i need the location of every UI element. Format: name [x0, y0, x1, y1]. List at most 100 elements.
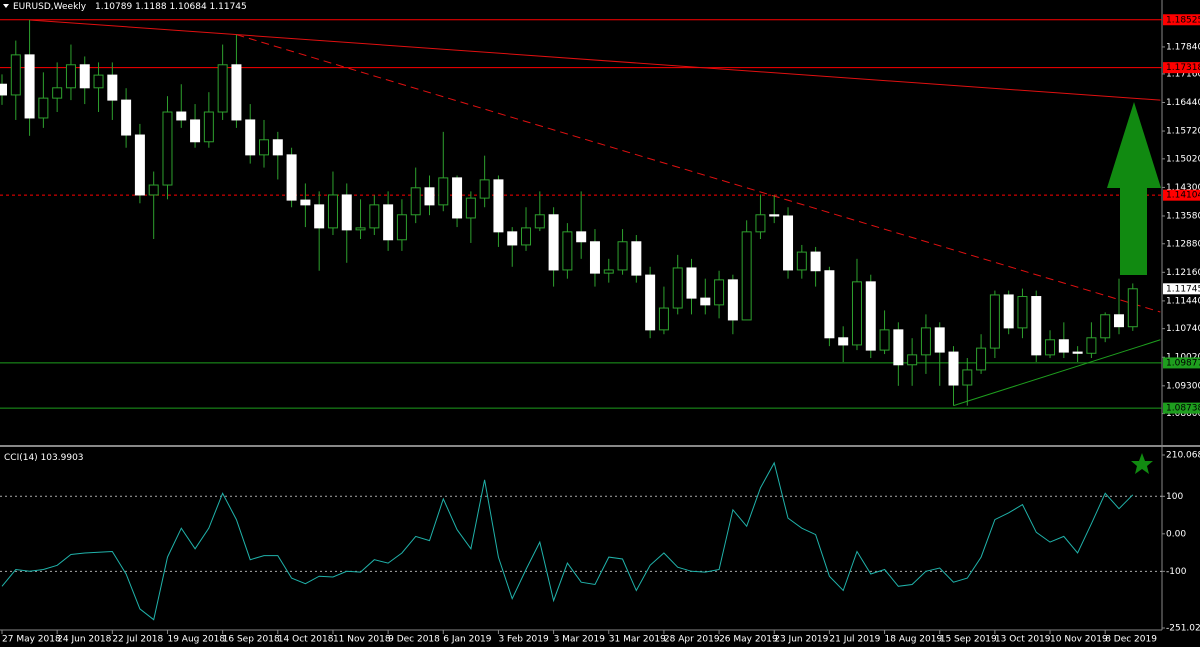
price-line-label: 1.17318	[1166, 63, 1200, 73]
y-tick-label: 1.14300	[1166, 183, 1200, 193]
ohlc-open: 1.10789	[95, 2, 132, 12]
candle-body	[438, 177, 449, 206]
x-tick-label: 24 Jun 2018	[57, 635, 111, 645]
candle-body	[727, 279, 738, 321]
y-tick-label: 1.08600	[1166, 409, 1200, 419]
cci-line	[1, 461, 1134, 621]
candle-body	[507, 231, 518, 246]
candle-body	[410, 187, 421, 216]
x-tick-label: 27 May 2018	[2, 635, 61, 645]
trendline	[29, 19, 1161, 101]
candle-body	[341, 194, 352, 231]
candle-body	[879, 329, 890, 351]
y-tick-label: 210.0683	[1166, 451, 1200, 461]
ohlc-high: 1.1188	[135, 2, 167, 12]
y-tick-label: 100	[1166, 492, 1183, 502]
y-tick-label: 1.12160	[1166, 268, 1200, 278]
candle-body	[714, 279, 725, 306]
candle-body	[314, 204, 325, 229]
price-line-label-bg	[1163, 189, 1200, 201]
candle-body	[810, 251, 821, 272]
x-tick-label: 26 May 2019	[719, 635, 778, 645]
x-tick-label: 28 Apr 2019	[664, 635, 720, 645]
candle-body	[603, 269, 614, 274]
candle-body	[1058, 339, 1069, 353]
candle-body	[645, 274, 656, 331]
current-price-label: 1.11745	[1166, 284, 1200, 294]
menu-triangle[interactable]	[3, 4, 9, 8]
candle-body	[589, 241, 600, 274]
candle-body	[796, 251, 807, 271]
candle-body	[658, 307, 669, 331]
candle-body	[838, 337, 849, 346]
candle-body	[700, 297, 711, 306]
x-tick-label: 31 Mar 2019	[609, 635, 666, 645]
x-tick-label: 11 Nov 2018	[333, 635, 391, 645]
y-tick-label: 1.12880	[1166, 239, 1200, 249]
candle-body	[231, 64, 242, 121]
candle-body	[1031, 296, 1042, 356]
y-tick-label: 1.09300	[1166, 381, 1200, 391]
y-tick-label: 1.16440	[1166, 98, 1200, 108]
candle-body	[203, 111, 214, 143]
x-tick-label: 22 Jul 2018	[112, 635, 163, 645]
plot-layer: 1.17840 1.17160 1.16440 1.15720 1.15020 1.143…	[0, 14, 1200, 645]
y-tick-label: 1.15720	[1166, 127, 1200, 137]
candle-body	[134, 134, 145, 196]
chart-header: EURUSD,Weekly 1.10789 1.1188 1.10684 1.1…	[13, 2, 247, 12]
candle-body	[493, 179, 504, 233]
x-tick-label: 14 Oct 2018	[278, 635, 334, 645]
candle-body	[190, 119, 201, 143]
candle-body	[148, 184, 159, 196]
price-line-label: 1.14104	[1166, 191, 1200, 201]
price-line-label-bg	[1163, 62, 1200, 74]
candle-body	[741, 231, 752, 321]
x-tick-label: 15 Sep 2019	[940, 635, 997, 645]
candle-body	[452, 177, 463, 219]
candle-body	[245, 119, 256, 156]
candle-body	[217, 64, 228, 113]
candle-body	[383, 204, 394, 241]
price-line-label-bg	[1163, 357, 1200, 369]
x-tick-label: 21 Jul 2019	[829, 635, 880, 645]
candle-body	[962, 369, 973, 386]
candle-body	[176, 111, 187, 121]
candle-body	[948, 351, 959, 386]
candle-body	[893, 329, 904, 366]
x-tick-label: 6 Jan 2019	[443, 635, 491, 645]
candle-body	[631, 241, 642, 276]
y-tick-label: 1.11440	[1166, 296, 1200, 306]
candle-body	[355, 227, 366, 231]
cci-header: CCI(14) 103.9903	[4, 453, 84, 463]
candle-body	[576, 231, 587, 243]
price-line-label: 1.08738	[1166, 404, 1200, 414]
candle-body	[783, 215, 794, 271]
candle-body	[465, 197, 476, 219]
candle-body	[259, 139, 270, 156]
x-tick-label: 3 Feb 2019	[498, 635, 549, 645]
candle-body	[1017, 296, 1028, 329]
candle-body	[1072, 351, 1083, 354]
x-tick-label: 16 Sep 2018	[223, 635, 280, 645]
candle-body	[907, 354, 918, 366]
candle-body	[327, 194, 338, 229]
y-tick-label: 1.15020	[1166, 154, 1200, 164]
candle-body	[989, 294, 1000, 349]
candle-body	[1003, 294, 1014, 329]
candle-body	[534, 214, 545, 229]
candle-body	[93, 74, 104, 89]
symbol: EURUSD,Weekly	[13, 2, 87, 12]
candle-body	[369, 204, 380, 229]
current-price-bg	[1163, 283, 1200, 295]
x-tick-label: 19 Aug 2018	[167, 635, 225, 645]
candle-body	[521, 227, 532, 246]
candle-body	[617, 241, 628, 271]
candle-body	[121, 99, 132, 136]
price-line-label-bg	[1163, 402, 1200, 414]
x-tick-label: 18 Aug 2019	[885, 635, 943, 645]
price-line-label-bg	[1163, 14, 1200, 26]
candle-body	[52, 87, 63, 99]
candle-body	[562, 231, 573, 271]
